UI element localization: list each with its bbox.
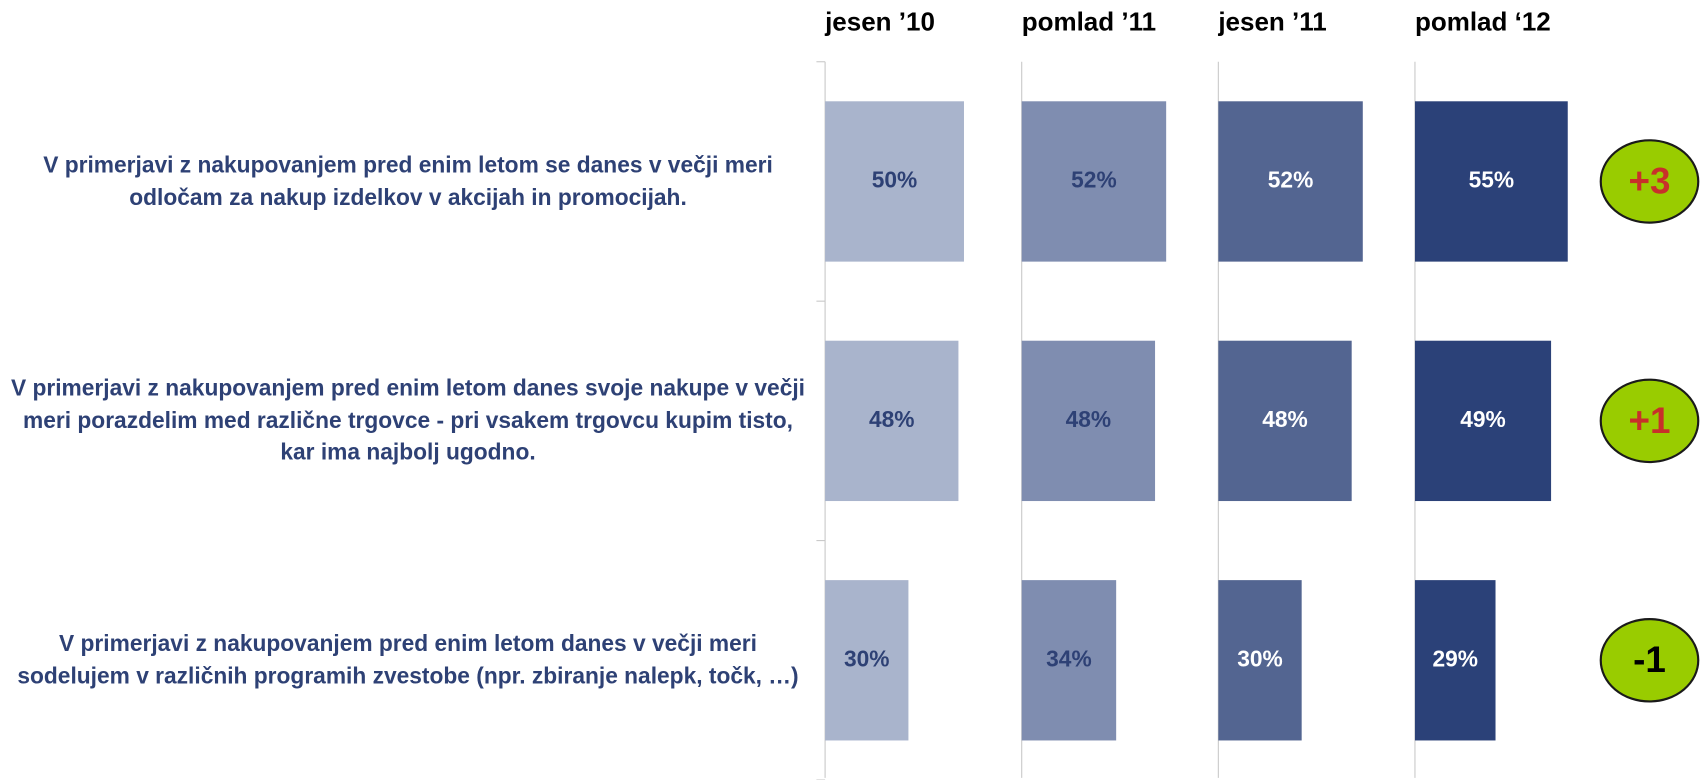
value-label: 52% [1268,166,1314,192]
change-badge [1599,139,1700,224]
category-label-box: V primerjavi z nakupovanjem pred enim le… [43,152,773,210]
value-label: 30% [1237,645,1283,671]
bar [1414,101,1568,262]
bar [1414,580,1496,741]
value-label: 50% [872,166,918,192]
value-label: 30% [844,645,890,671]
change-label: -1 [1633,639,1666,680]
series-header: pomlad ’11 [1022,7,1156,37]
category-label: V primerjavi z nakupovanjem pred enim le… [10,376,806,465]
value-label: 29% [1432,645,1478,671]
series-header: jesen ’10 [824,7,935,37]
value-label: 48% [1066,406,1112,432]
bar [1218,580,1302,741]
bar [825,340,959,502]
category-label-box: V primerjavi z nakupovanjem pred enim le… [10,376,806,465]
change-label: +1 [1629,400,1671,441]
category-label: V primerjavi z nakupovanjem pred enim le… [17,631,799,689]
bar [1218,101,1363,262]
bar [1021,340,1156,502]
value-label: 55% [1469,166,1515,192]
bar [1218,340,1352,502]
series-header: pomlad ‘12 [1415,7,1551,37]
category-label-box: V primerjavi z nakupovanjem pred enim le… [17,631,799,689]
value-label: 49% [1460,406,1506,432]
category-label: V primerjavi z nakupovanjem pred enim le… [43,152,773,210]
bar [1021,580,1117,741]
value-label: 52% [1071,166,1117,192]
bar [1414,340,1552,502]
change-badge [1599,378,1700,464]
value-label: 48% [869,406,915,432]
change-badge [1599,618,1700,703]
value-label: 48% [1262,406,1308,432]
series-header: jesen ’11 [1217,7,1326,37]
change-label: +3 [1629,160,1671,201]
bar [1021,101,1167,262]
bar [825,101,964,262]
bar [825,580,909,741]
value-label: 34% [1046,645,1092,671]
